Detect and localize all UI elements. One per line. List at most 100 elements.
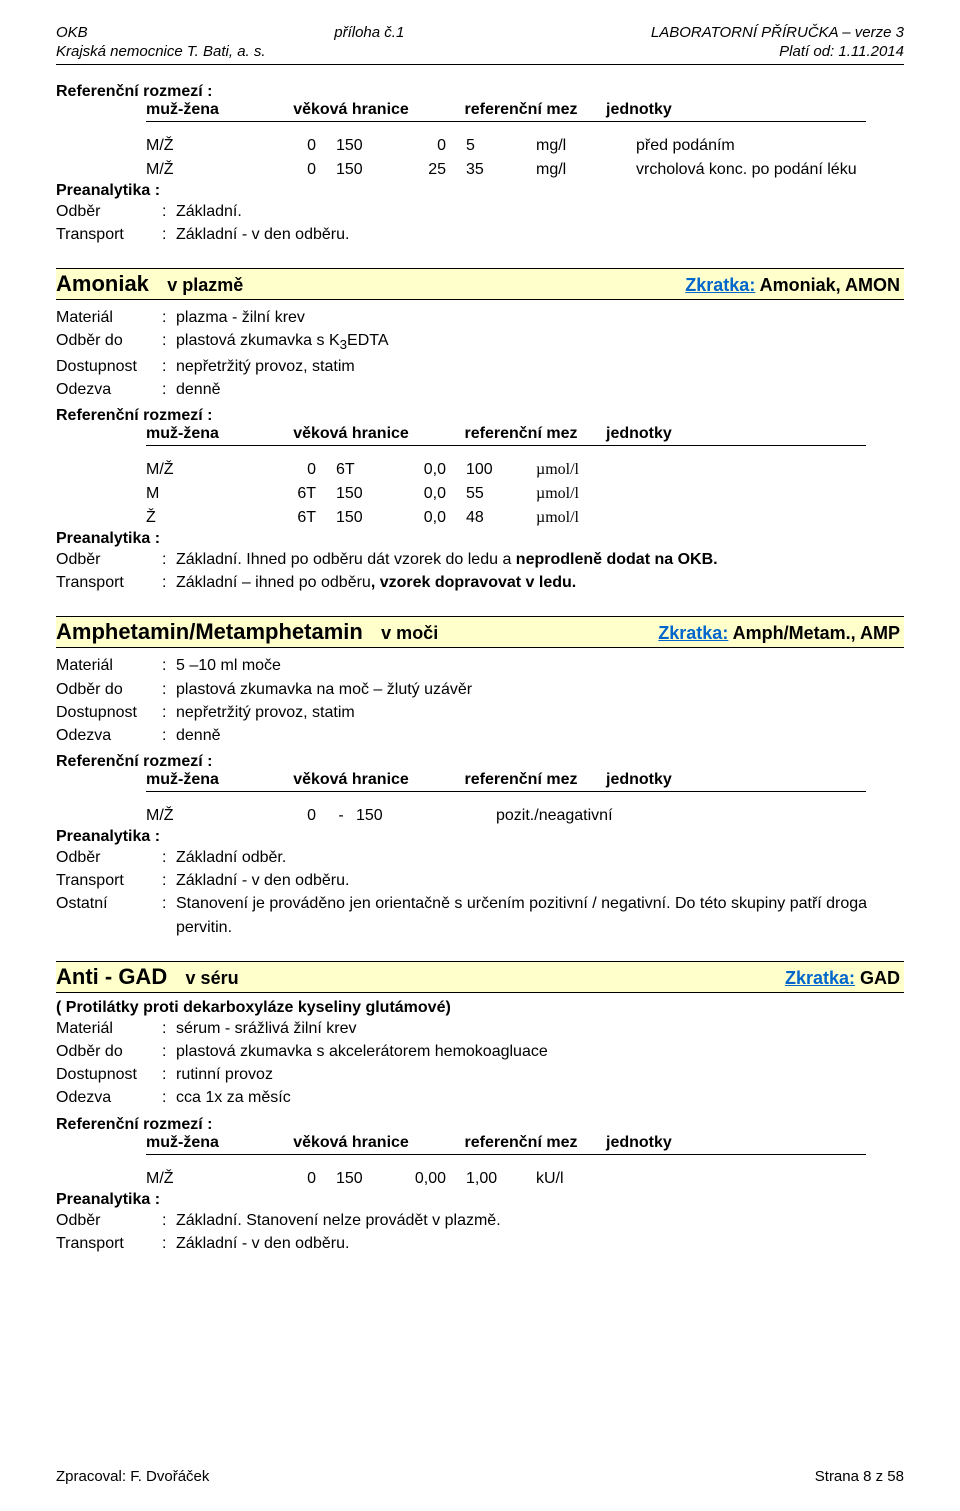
cell-ref-lo: 0,0 — [396, 458, 456, 482]
ref-rozmezi-label: Referenční rozmezí : — [56, 753, 904, 771]
cell-ref-hi: 5 — [456, 134, 536, 158]
colon: : — [162, 571, 176, 594]
cell-mz: M/Ž — [146, 458, 266, 482]
kv-val: Základní – ihned po odběru, vzorek dopra… — [176, 571, 904, 594]
title-zk: Zkratka: GAD — [785, 968, 900, 989]
kv-key: Materiál — [56, 306, 162, 329]
odber-do-sub: 3 — [340, 337, 347, 352]
kv-odber-do: Odběr do : plastová zkumavka na moč – žl… — [56, 678, 904, 701]
colon: : — [162, 1086, 176, 1109]
ref-header: muž-žena věková hranice referenční mez j… — [56, 425, 904, 443]
colon: : — [162, 355, 176, 378]
kv-val: plastová zkumavka s K3EDTA — [176, 329, 904, 355]
cell-ref-hi: 100 — [456, 458, 536, 482]
preanalytika-label: Preanalytika : — [56, 828, 904, 846]
kv-transport: Transport : Základní - v den odběru. — [56, 869, 904, 892]
zkratka-value: Amoniak, AMON — [760, 275, 900, 295]
kv-val: Základní. — [176, 200, 904, 223]
kv-val: denně — [176, 724, 904, 747]
kv-key: Dostupnost — [56, 1063, 162, 1086]
kv-val: 5 –10 ml moče — [176, 654, 904, 677]
cell-age-hi: 150 — [326, 158, 396, 182]
kv-odber: Odběr : Základní odběr. — [56, 846, 904, 869]
col-refmez: referenční mez — [436, 1134, 606, 1152]
kv-key: Odběr do — [56, 1040, 162, 1063]
colon: : — [162, 846, 176, 869]
header-top-mid: příloha č.1 — [334, 24, 404, 43]
kv-val: nepřetržitý provoz, statim — [176, 701, 904, 724]
cell-age-hi: 150 — [326, 1167, 396, 1191]
colon: : — [162, 378, 176, 401]
kv-key: Dostupnost — [56, 701, 162, 724]
zkratka-value: GAD — [860, 968, 900, 988]
kv-key: Odezva — [56, 724, 162, 747]
title-zk: Zkratka: Amph/Metam., AMP — [658, 623, 900, 644]
kv-val: denně — [176, 378, 904, 401]
colon: : — [162, 200, 176, 223]
kv-ostatni: Ostatní : Stanovení je prováděno jen ori… — [56, 892, 904, 938]
ref-rozmezi-label: Referenční rozmezí : — [56, 1116, 904, 1134]
title-ctx: v plazmě — [167, 275, 243, 295]
colon: : — [162, 329, 176, 355]
kv-transport: Transport : Základní - v den odběru. — [56, 223, 904, 246]
cell-age-hi: 150 — [356, 804, 406, 828]
colon: : — [162, 654, 176, 677]
kv-odezva: Odezva : denně — [56, 378, 904, 401]
block-amoniak: Amoniak v plazmě Zkratka: Amoniak, AMON … — [56, 268, 904, 594]
cell-age-hi: 150 — [326, 506, 396, 530]
col-jednotky: jednotky — [606, 1134, 706, 1152]
kv-val: Základní - v den odběru. — [176, 223, 904, 246]
kv-key: Odběr — [56, 548, 162, 571]
kv-material: Materiál : sérum - srážlivá žilní krev — [56, 1017, 904, 1040]
col-vek: věková hranice — [266, 771, 436, 789]
cell-note: vrcholová konc. po podání léku — [636, 158, 904, 182]
cell-ref-lo: 25 — [396, 158, 456, 182]
colon: : — [162, 678, 176, 701]
kv-odezva: Odezva : denně — [56, 724, 904, 747]
header-row-2: Krajská nemocnice T. Bati, a. s. Platí o… — [56, 43, 904, 62]
kv-odezva: Odezva : cca 1x za měsíc — [56, 1086, 904, 1109]
col-vek: věková hranice — [266, 1134, 436, 1152]
header-top-left: OKB — [56, 24, 88, 43]
block-1: Referenční rozmezí : muž-žena věková hra… — [56, 83, 904, 246]
title-bar-gad: Anti - GAD v séru Zkratka: GAD — [56, 961, 904, 993]
colon: : — [162, 306, 176, 329]
col-refmez: referenční mez — [436, 101, 606, 119]
cell-age-lo: 0 — [266, 804, 326, 828]
kv-key: Odezva — [56, 1086, 162, 1109]
title-text: Amoniak v plazmě — [56, 271, 243, 297]
ref-header: muž-žena věková hranice referenční mez j… — [56, 101, 904, 119]
transport-bold: , vzorek dopravovat v ledu. — [371, 574, 576, 591]
kv-val: plazma - žilní krev — [176, 306, 904, 329]
kv-val: nepřetržitý provoz, statim — [176, 355, 904, 378]
kv-val: plastová zkumavka na moč – žlutý uzávěr — [176, 678, 904, 701]
kv-key: Odezva — [56, 378, 162, 401]
preanalytika-label: Preanalytika : — [56, 530, 904, 548]
preanalytika-label: Preanalytika : — [56, 1191, 904, 1209]
col-vek: věková hranice — [266, 101, 436, 119]
transport-text: Základní – ihned po odběru — [176, 574, 371, 591]
kv-key: Ostatní — [56, 892, 162, 938]
kv-key: Transport — [56, 1232, 162, 1255]
cell-ref-hi: 35 — [456, 158, 536, 182]
title-zk: Zkratka: Amoniak, AMON — [685, 275, 900, 296]
title-name: Amoniak — [56, 271, 149, 296]
kv-val: Základní. Stanovení nelze provádět v pla… — [176, 1209, 904, 1232]
kv-key: Odběr — [56, 200, 162, 223]
kv-key: Transport — [56, 571, 162, 594]
colon: : — [162, 1017, 176, 1040]
cell-ref-hi: 55 — [456, 482, 536, 506]
kv-key: Transport — [56, 223, 162, 246]
kv-val: Základní - v den odběru. — [176, 1232, 904, 1255]
kv-odber: Odběr : Základní. Stanovení nelze provád… — [56, 1209, 904, 1232]
cell-ref-lo: 0 — [396, 134, 456, 158]
col-muz-zena: muž-žena — [146, 101, 266, 119]
cell-unit: mg/l — [536, 158, 636, 182]
colon: : — [162, 892, 176, 938]
cell-age-lo: 0 — [266, 458, 326, 482]
colon: : — [162, 1063, 176, 1086]
kv-key: Materiál — [56, 654, 162, 677]
cell-ref-hi: 48 — [456, 506, 536, 530]
table-divider — [146, 1154, 866, 1155]
kv-val: Základní odběr. — [176, 846, 904, 869]
